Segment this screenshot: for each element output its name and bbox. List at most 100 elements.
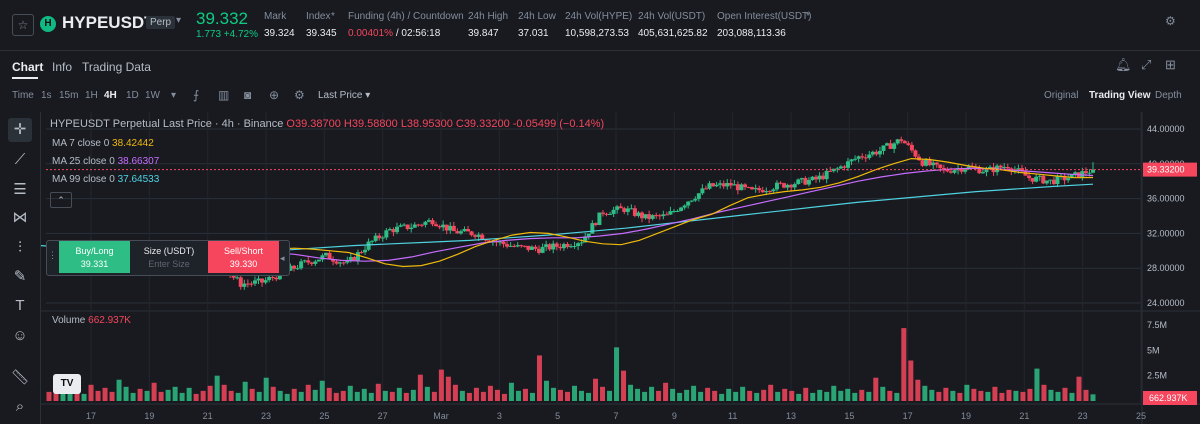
interval-1w[interactable]: 1W [145,90,160,101]
emoji-icon[interactable]: ☺ [12,327,28,344]
expand-icon[interactable]: ⤢ [1141,57,1152,72]
volume-bar [207,385,213,401]
candle-body [522,245,527,247]
buy-price: 39.331 [80,259,109,269]
candle-body [654,215,659,217]
volume-bar [193,393,199,401]
candle-body [370,240,375,242]
candle-body [320,255,325,260]
price-axis-label: 44.00000 [1147,124,1185,134]
volume-bar [789,390,795,401]
symbol-dropdown-icon[interactable]: ▾ [176,15,182,26]
ma25-value: 38.66307 [117,156,160,167]
interval-1h[interactable]: 1H [85,90,98,101]
candle-body [682,205,687,208]
settings-icon[interactable]: ⚙ [1165,14,1176,28]
sell-short-button[interactable]: Sell/Short 39.330 [208,241,279,273]
ma99-legend[interactable]: MA 99 close 0 37.64533 [52,174,159,185]
interval-4h[interactable]: 4H [104,90,117,101]
volume-value: 662.937K [88,315,131,326]
volume-bar [543,380,549,401]
ruler-icon[interactable]: 📏︎ [10,369,30,386]
info-icon[interactable]: * [806,11,810,22]
crosshair-icon[interactable]: ✛ [8,118,32,142]
interval-1d[interactable]: 1D [126,90,139,101]
candle-body [611,209,616,214]
candle-body [519,245,524,247]
screenshot-icon[interactable]: ◙ [244,88,252,102]
volume-bar [473,387,479,401]
add-icon[interactable]: ⊕ [269,88,280,102]
brush-icon[interactable]: ✎ [13,268,27,285]
view-depth[interactable]: Depth [1155,90,1182,101]
volume-bar [740,386,746,401]
candle-body [984,168,989,173]
price-chart[interactable]: 44.0000040.0000036.0000032.0000028.00000… [41,112,1200,424]
favorite-star-icon[interactable]: ☆ [12,14,34,36]
tab-info[interactable]: Info [52,60,73,74]
view-original[interactable]: Original [1044,90,1079,101]
buy-long-button[interactable]: Buy/Long 39.331 [59,241,130,273]
price-type-select[interactable]: Last Price ▾ [318,90,371,101]
pattern-icon[interactable]: ⋈ [12,209,28,226]
candle-body [1069,174,1074,179]
candle-body [721,183,726,187]
candle-body [1030,178,1035,182]
volume-bar [873,377,879,401]
time-axis-label: 13 [786,411,796,421]
layout-grid-icon[interactable]: ⊞ [1165,57,1176,72]
interval-1s[interactable]: 1s [41,90,52,101]
volume-bar [943,387,949,401]
candle-body [384,230,389,238]
volume-bar [768,384,774,401]
volume-bar [158,391,164,401]
tab-trading-data[interactable]: Trading Data [82,60,151,74]
volume-bar [172,386,178,401]
volume-bar [60,392,66,401]
size-input[interactable]: Size (USDT) Enter Size [131,241,207,273]
interval-15m[interactable]: 15m [59,90,79,101]
tab-chart[interactable]: Chart [12,60,44,74]
interval-dropdown-icon[interactable]: ▾ [171,90,177,101]
candle-body [629,208,634,210]
symbol-name[interactable]: HYPEUSDT [62,13,155,32]
stat-label-mark: Mark [264,11,287,22]
fib-icon[interactable]: ⫶ [18,239,22,256]
volume-bar [382,390,388,401]
volume-bar [214,375,220,401]
view-trading-view[interactable]: Trading View [1089,90,1151,101]
candle-body [593,223,598,225]
candle-body [1027,175,1032,179]
volume-bar [1006,389,1012,401]
ma25-legend[interactable]: MA 25 close 0 38.66307 [52,156,159,167]
candle-body [345,260,350,263]
volume-bar [1076,376,1082,401]
drag-handle-icon[interactable]: ⋮⋮ [48,250,66,260]
chart-toolbar [0,85,1200,107]
candle-body [948,171,953,173]
candle-type-icon[interactable]: ▥ [218,88,230,102]
horizontal-lines-icon[interactable]: ☰ [13,181,27,198]
collapse-legend-icon[interactable]: ⌃ [50,192,72,208]
candle-body [561,244,566,249]
trendline-icon[interactable]: ⟋ [14,151,26,168]
volume-bar [782,388,788,401]
candle-body [508,245,513,247]
volume-bar [985,391,991,401]
volume-bar [494,389,500,401]
close-icon[interactable]: ◂ [280,253,285,263]
text-icon[interactable]: T [15,297,25,314]
info-icon[interactable]: * [331,11,335,22]
zoom-icon[interactable]: ⌕ [15,398,25,415]
chart-settings-icon[interactable]: ⚙ [294,88,305,102]
indicators-icon[interactable]: ⨍ [193,88,200,102]
volume-bar [242,381,248,401]
candle-body [302,260,307,262]
candle-body [565,244,570,248]
candle-body [849,159,854,162]
bell-icon[interactable]: 🔔︎ [1115,57,1132,72]
candle-body [338,262,343,264]
ma7-legend[interactable]: MA 7 close 0 38.42442 [52,138,154,149]
candle-body [831,168,836,172]
candle-body [1041,175,1046,184]
